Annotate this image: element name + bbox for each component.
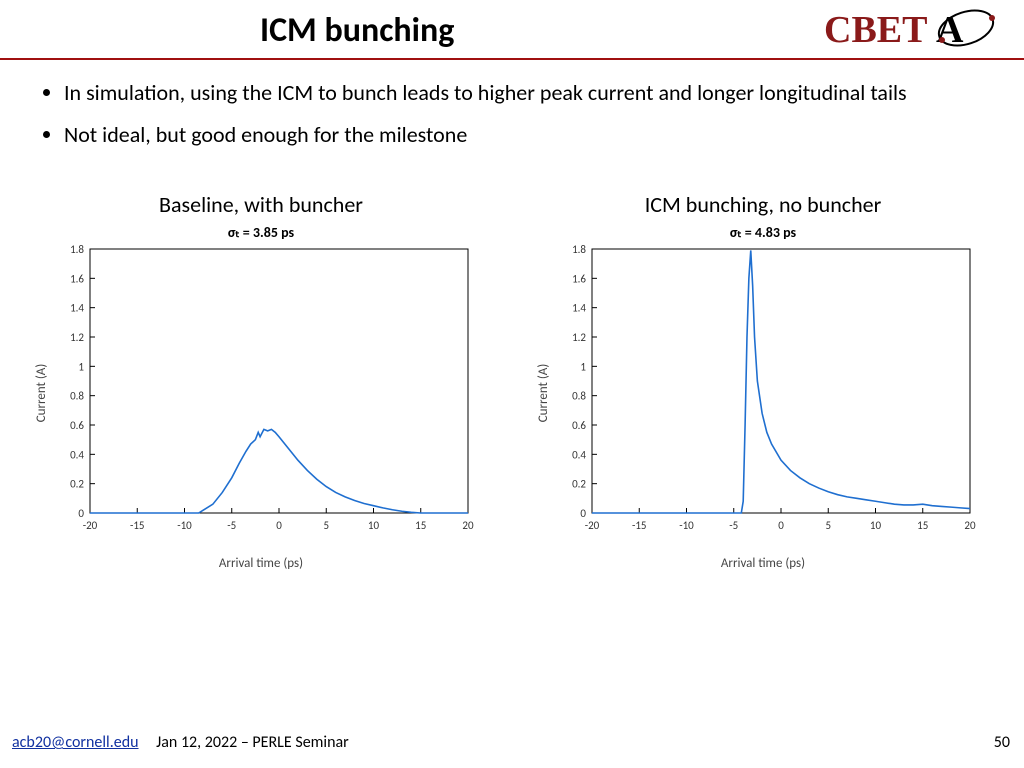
- svg-text:1.4: 1.4: [70, 302, 84, 315]
- svg-text:0.6: 0.6: [70, 419, 84, 432]
- bullet-list: In simulation, using the ICM to bunch le…: [0, 60, 1024, 149]
- chart-right: ICM bunching, no buncher σₜ = 4.83 ps Cu…: [533, 191, 993, 543]
- svg-text:15: 15: [917, 519, 928, 532]
- chart-sigma-label: σₜ = 3.85 ps: [31, 224, 491, 241]
- svg-text:1.6: 1.6: [572, 273, 586, 286]
- svg-text:20: 20: [964, 519, 976, 532]
- footer-email[interactable]: acb20@cornell.edu: [12, 733, 139, 752]
- svg-text:0.8: 0.8: [70, 390, 84, 403]
- plot-area: Current (A) -20-15-10-50510152000.20.40.…: [46, 243, 476, 543]
- line-chart: -20 -15 -10 -5 0 5 10 15 20 0 0.2 0.4 0.6 0.8 1 1.2 1.4 1…: [548, 243, 978, 543]
- footer-info: Jan 12, 2022 – PERLE Seminar: [156, 733, 349, 752]
- chart-sigma-label: σₜ = 4.83 ps: [533, 224, 993, 241]
- svg-text:-10: -10: [177, 519, 192, 532]
- svg-text:1.8: 1.8: [70, 243, 84, 256]
- svg-text:-15: -15: [130, 519, 145, 532]
- svg-text:0.8: 0.8: [572, 390, 586, 403]
- chart-caption: ICM bunching, no buncher: [533, 191, 993, 218]
- svg-text:0.2: 0.2: [572, 478, 586, 491]
- svg-text:1.2: 1.2: [572, 331, 586, 344]
- y-axis-label: Current (A): [34, 364, 49, 423]
- y-axis-label: Current (A): [536, 364, 551, 423]
- svg-text:-5: -5: [729, 519, 738, 532]
- svg-text:CBET: CBET: [824, 9, 927, 51]
- line-chart: -20 -15 -10 -5 0 5 10 15 20 0 0.2 0.4 0.6 0.8 1 1.2 1.4 1…: [46, 243, 476, 543]
- svg-text:5: 5: [825, 519, 831, 532]
- svg-text:5: 5: [323, 519, 329, 532]
- svg-text:1.6: 1.6: [70, 273, 84, 286]
- svg-text:-20: -20: [83, 519, 98, 532]
- svg-text:1.4: 1.4: [572, 302, 586, 315]
- svg-text:10: 10: [368, 519, 380, 532]
- svg-text:-10: -10: [679, 519, 694, 532]
- svg-text:0: 0: [78, 507, 84, 520]
- svg-text:0: 0: [778, 519, 784, 532]
- x-axis-label: Arrival time (ps): [219, 556, 303, 571]
- svg-text:1.2: 1.2: [70, 331, 84, 344]
- svg-text:15: 15: [415, 519, 426, 532]
- svg-text:-5: -5: [227, 519, 236, 532]
- slide-title: ICM bunching: [260, 10, 454, 51]
- svg-text:10: 10: [870, 519, 882, 532]
- page-number: 50: [994, 733, 1010, 752]
- svg-text:0.4: 0.4: [572, 449, 586, 462]
- svg-text:0.2: 0.2: [70, 478, 84, 491]
- svg-text:-15: -15: [632, 519, 647, 532]
- svg-text:0.6: 0.6: [572, 419, 586, 432]
- bullet-item: In simulation, using the ICM to bunch le…: [64, 78, 984, 108]
- svg-text:20: 20: [462, 519, 474, 532]
- chart-caption: Baseline, with buncher: [31, 191, 491, 218]
- svg-text:-20: -20: [585, 519, 600, 532]
- svg-text:0: 0: [580, 507, 586, 520]
- plot-area: Current (A) -20-15-10-50510152000.20.40.…: [548, 243, 978, 543]
- charts-row: Baseline, with buncher σₜ = 3.85 ps Curr…: [0, 161, 1024, 543]
- svg-text:1: 1: [580, 361, 586, 374]
- slide-footer: acb20@cornell.edu Jan 12, 2022 – PERLE S…: [12, 733, 1010, 752]
- svg-text:0.4: 0.4: [70, 449, 84, 462]
- slide-header: ICM bunching CBET A: [0, 0, 1024, 60]
- svg-text:0: 0: [276, 519, 282, 532]
- x-axis-label: Arrival time (ps): [721, 556, 805, 571]
- bullet-item: Not ideal, but good enough for the miles…: [64, 120, 984, 150]
- cbeta-logo: CBET A: [824, 6, 1004, 54]
- chart-left: Baseline, with buncher σₜ = 3.85 ps Curr…: [31, 191, 491, 543]
- svg-text:1: 1: [78, 361, 84, 374]
- svg-text:1.8: 1.8: [572, 243, 586, 256]
